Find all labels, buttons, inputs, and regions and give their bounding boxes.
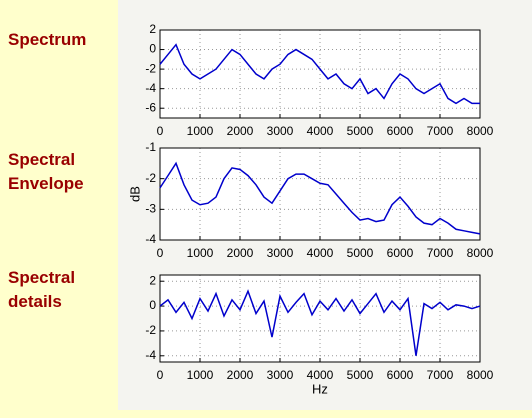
x-tick-label: 3000	[267, 124, 294, 138]
x-tick-label: 4000	[307, 368, 334, 382]
x-tick-label: 5000	[347, 368, 374, 382]
x-tick-label: 6000	[387, 368, 414, 382]
y-axis-label: dB	[127, 186, 142, 202]
axes-frame	[159, 274, 481, 363]
x-tick-label: 7000	[427, 124, 454, 138]
axes-frame	[159, 29, 481, 119]
x-tick-label: 2000	[227, 124, 254, 138]
plot-area	[160, 148, 480, 240]
x-tick-label: 0	[157, 368, 164, 382]
x-tick-label: 0	[157, 246, 164, 260]
y-tick-label: -3	[145, 202, 156, 216]
x-tick-label: 2000	[227, 246, 254, 260]
y-tick-label: -2	[145, 171, 156, 185]
y-tick-label: -2	[145, 323, 156, 337]
x-tick-label: 7000	[427, 246, 454, 260]
data-line	[159, 289, 481, 356]
x-tick-label: 5000	[347, 124, 374, 138]
x-tick-label: 4000	[307, 124, 334, 138]
chart-title: Spectrum	[8, 30, 87, 49]
data-line	[159, 161, 481, 235]
x-tick-label: 8000	[467, 368, 494, 382]
y-tick-label: -4	[145, 81, 156, 95]
x-tick-label: 3000	[267, 246, 294, 260]
x-tick-label: 2000	[227, 368, 254, 382]
x-tick-label: 5000	[347, 246, 374, 260]
x-tick-label: 3000	[267, 368, 294, 382]
y-tick-label: -4	[145, 232, 156, 246]
y-tick-label: 0	[149, 42, 156, 56]
chart-title: Spectral Envelope	[8, 150, 84, 193]
y-tick-label: 2	[149, 22, 156, 36]
y-tick-label: -4	[145, 348, 156, 362]
y-tick-label: -1	[145, 140, 156, 154]
axes-frame	[159, 147, 481, 241]
x-axis-label: Hz	[312, 381, 328, 396]
y-tick-label: -2	[145, 61, 156, 75]
x-tick-label: 6000	[387, 124, 414, 138]
x-tick-label: 6000	[387, 246, 414, 260]
x-tick-label: 4000	[307, 246, 334, 260]
x-tick-label: 0	[157, 124, 164, 138]
plot-area	[160, 275, 480, 362]
data-line	[159, 43, 480, 105]
x-tick-label: 1000	[187, 124, 214, 138]
y-tick-label: 0	[149, 298, 156, 312]
chart-title: Spectral details	[8, 268, 76, 311]
x-tick-label: 8000	[467, 246, 494, 260]
x-tick-label: 1000	[187, 246, 214, 260]
y-tick-label: -6	[145, 100, 156, 114]
y-tick-label: 2	[149, 273, 156, 287]
x-tick-label: 1000	[187, 368, 214, 382]
x-tick-label: 7000	[427, 368, 454, 382]
x-tick-label: 8000	[467, 124, 494, 138]
